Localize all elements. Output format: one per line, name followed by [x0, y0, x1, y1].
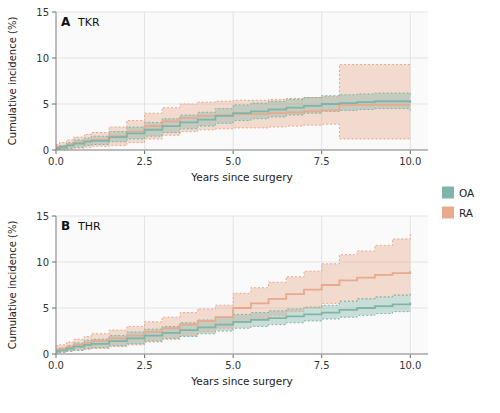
- grid-line: [56, 12, 57, 150]
- tick-label: 10: [36, 53, 49, 64]
- tick-label: 7.5: [314, 360, 330, 371]
- tick-label: 2.5: [137, 156, 153, 167]
- tick-label: 0: [43, 145, 49, 156]
- tick-label: 5: [43, 303, 49, 314]
- grid-line: [56, 12, 428, 13]
- tick: [321, 150, 322, 154]
- tick-label: 0.0: [48, 360, 64, 371]
- x-axis-label: Years since surgery: [190, 375, 293, 387]
- tick: [410, 354, 411, 358]
- grid-line: [56, 354, 428, 355]
- tick: [410, 150, 411, 154]
- marks: [56, 234, 410, 353]
- grid-line: [233, 216, 234, 354]
- tick: [52, 262, 56, 263]
- grid-line: [56, 150, 428, 151]
- tick: [56, 354, 57, 358]
- ci-bound: [56, 294, 410, 353]
- tick: [52, 104, 56, 105]
- axes: 0.0 2.5 5.0 7.5 10.0 0 5 10 15: [36, 7, 428, 168]
- tick: [144, 150, 145, 154]
- x-axis-label: Years since surgery: [190, 171, 293, 183]
- tick: [52, 58, 56, 59]
- legend: OA RA: [442, 187, 475, 219]
- series-line: [56, 101, 410, 148]
- x-axis-line: [56, 354, 428, 355]
- panel-label: B: [61, 219, 70, 233]
- marks: [56, 64, 410, 150]
- tick-label: 0.0: [48, 156, 64, 167]
- plot-background: [56, 216, 428, 354]
- ci-band: [56, 64, 410, 150]
- tick-label: 5.0: [225, 156, 241, 167]
- tick-label: 10: [36, 257, 49, 268]
- panel: 0.0 2.5 5.0 7.5 10.0 0 5 10 15 B THR Years since su…: [7, 211, 428, 388]
- tick-label: 15: [36, 7, 49, 18]
- panel-label: A: [61, 15, 71, 29]
- y-axis-label: Cumulative incidence (%): [7, 221, 18, 350]
- legend-swatch: [442, 207, 454, 219]
- y-axis-line: [56, 12, 57, 150]
- tick: [52, 354, 56, 355]
- tick: [52, 12, 56, 13]
- legend-label: OA: [459, 187, 475, 199]
- y-axis-line: [56, 216, 57, 354]
- tick-label: 10.0: [399, 360, 421, 371]
- panel: 0.0 2.5 5.0 7.5 10.0 0 5 10 15 A TKR Years since su…: [7, 7, 428, 184]
- panel-title: THR: [77, 220, 101, 233]
- x-axis-line: [56, 150, 428, 151]
- tick: [56, 150, 57, 154]
- panel-title: TKR: [77, 16, 100, 29]
- tick: [52, 216, 56, 217]
- grid-line: [56, 216, 57, 354]
- tick-label: 15: [36, 211, 49, 222]
- legend-label: RA: [459, 207, 474, 219]
- tick: [52, 308, 56, 309]
- grid-line: [321, 12, 322, 150]
- tick: [233, 354, 234, 358]
- plot-background: [56, 12, 428, 150]
- tick-label: 2.5: [137, 360, 153, 371]
- tick: [52, 150, 56, 151]
- figure: 0.0 2.5 5.0 7.5 10.0 0 5 10 15 A TKR Years since su…: [0, 0, 500, 413]
- tick: [144, 354, 145, 358]
- y-axis-label: Cumulative incidence (%): [7, 17, 18, 146]
- tick-label: 5: [43, 99, 49, 110]
- grid-line: [56, 58, 428, 59]
- axes: 0.0 2.5 5.0 7.5 10.0 0 5 10 15: [36, 211, 428, 372]
- legend-swatch: [442, 187, 454, 199]
- series-line: [56, 302, 410, 351]
- tick: [233, 150, 234, 154]
- ci-band: [56, 234, 410, 353]
- tick-label: 7.5: [314, 156, 330, 167]
- tick-label: 0: [43, 349, 49, 360]
- tick-label: 10.0: [399, 156, 421, 167]
- tick-label: 5.0: [225, 360, 241, 371]
- grid-line: [56, 216, 428, 217]
- tick: [321, 354, 322, 358]
